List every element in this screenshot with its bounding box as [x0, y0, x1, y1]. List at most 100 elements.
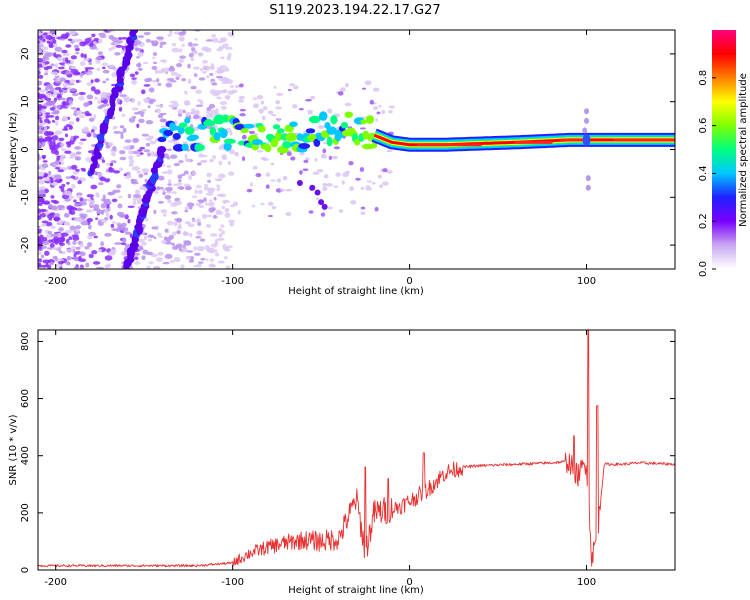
noise-speckle: [257, 150, 264, 153]
noise-speckle: [211, 37, 219, 43]
noise-speckle: [167, 33, 172, 37]
band-clump: [318, 111, 328, 121]
noise-speckle: [167, 199, 172, 204]
noise-speckle: [88, 253, 94, 259]
noise-speckle: [58, 250, 63, 254]
noise-speckle: [129, 73, 136, 78]
noise-speckle: [140, 89, 146, 95]
noise-speckle: [38, 225, 41, 229]
noise-speckle: [246, 188, 253, 193]
noise-speckle: [56, 155, 60, 161]
noise-speckle: [145, 142, 151, 147]
band-clump: [344, 111, 353, 119]
noise-speckle: [147, 152, 151, 157]
noise-speckle: [219, 224, 225, 228]
noise-speckle: [134, 261, 141, 265]
noise-speckle: [46, 84, 52, 88]
y-tick-label: 0: [20, 146, 31, 152]
noise-speckle: [75, 71, 81, 75]
noise-speckle: [129, 233, 133, 239]
noise-speckle: [108, 47, 113, 52]
noise-speckle: [120, 131, 124, 135]
noise-speckle: [38, 228, 43, 233]
noise-speckle: [70, 175, 76, 179]
noise-speckle: [141, 168, 149, 174]
band-clump: [365, 115, 375, 124]
noise-speckle: [68, 120, 75, 126]
noise-speckle: [213, 214, 217, 219]
noise-speckle: [171, 107, 178, 110]
band-clump: [223, 142, 232, 151]
noise-speckle: [131, 77, 137, 80]
noise-speckle: [134, 71, 139, 75]
noise-speckle: [70, 106, 77, 110]
noise-speckle: [193, 112, 199, 116]
noise-speckle: [86, 101, 90, 107]
noise-speckle: [241, 156, 246, 162]
noise-speckle: [117, 203, 123, 209]
noise-speckle: [65, 44, 72, 48]
noise-speckle: [120, 133, 124, 140]
noise-speckle: [43, 72, 49, 76]
noise-speckle: [95, 56, 103, 61]
noise-speckle: [326, 183, 333, 187]
noise-speckle: [69, 152, 78, 158]
noise-speckle: [83, 53, 87, 59]
noise-speckle: [72, 235, 80, 241]
noise-speckle: [366, 180, 373, 183]
noise-speckle: [224, 46, 233, 50]
noise-speckle: [70, 246, 77, 249]
band-clump: [354, 138, 361, 146]
noise-speckle: [298, 107, 304, 111]
noise-speckle: [155, 104, 163, 108]
snr-line: [38, 330, 675, 568]
noise-speckle: [265, 184, 270, 189]
noise-speckle: [65, 59, 71, 63]
band-disturbance: [582, 127, 588, 134]
noise-speckle: [89, 42, 94, 47]
snr-x-axis: -200 -100 0 100: [44, 330, 596, 588]
band-disturbance: [585, 184, 591, 191]
noise-speckle: [53, 89, 58, 95]
noise-speckle: [220, 105, 227, 110]
noise-speckle: [147, 238, 153, 242]
noise-speckle: [63, 213, 70, 218]
spectrogram-xlabel: Height of straight line (km): [288, 286, 424, 297]
noise-speckle: [44, 250, 50, 256]
noise-speckle: [322, 183, 328, 187]
noise-speckle: [112, 145, 117, 152]
noise-speckle: [265, 172, 270, 177]
noise-speckle: [139, 146, 146, 150]
noise-speckle: [172, 245, 179, 250]
noise-speckle: [144, 137, 153, 141]
noise-speckle: [183, 170, 189, 175]
band-clump: [184, 126, 195, 135]
noise-speckle: [169, 100, 178, 104]
noise-speckle: [121, 227, 129, 232]
noise-speckle: [308, 210, 314, 214]
noise-speckle: [379, 184, 384, 189]
noise-speckle: [127, 219, 131, 224]
noise-speckle: [50, 71, 59, 75]
noise-speckle: [38, 215, 42, 221]
noise-speckle: [237, 99, 245, 103]
noise-speckle: [87, 224, 92, 230]
noise-speckle: [291, 104, 298, 109]
noise-speckle: [57, 66, 65, 70]
noise-speckle: [199, 68, 204, 72]
noise-speckle: [189, 205, 193, 210]
noise-speckle: [169, 65, 174, 70]
noise-speckle: [375, 118, 379, 122]
noise-speckle: [54, 174, 62, 180]
noise-speckle: [365, 185, 371, 188]
noise-speckle: [341, 180, 345, 185]
noise-speckle: [113, 130, 121, 135]
noise-speckle: [65, 70, 71, 75]
noise-speckle: [39, 119, 43, 124]
noise-speckle: [176, 230, 181, 235]
noise-speckle: [234, 84, 240, 89]
noise-speckle: [65, 261, 70, 266]
noise-speckle: [210, 78, 216, 82]
noise-speckle: [170, 80, 177, 83]
noise-speckle: [38, 67, 41, 71]
